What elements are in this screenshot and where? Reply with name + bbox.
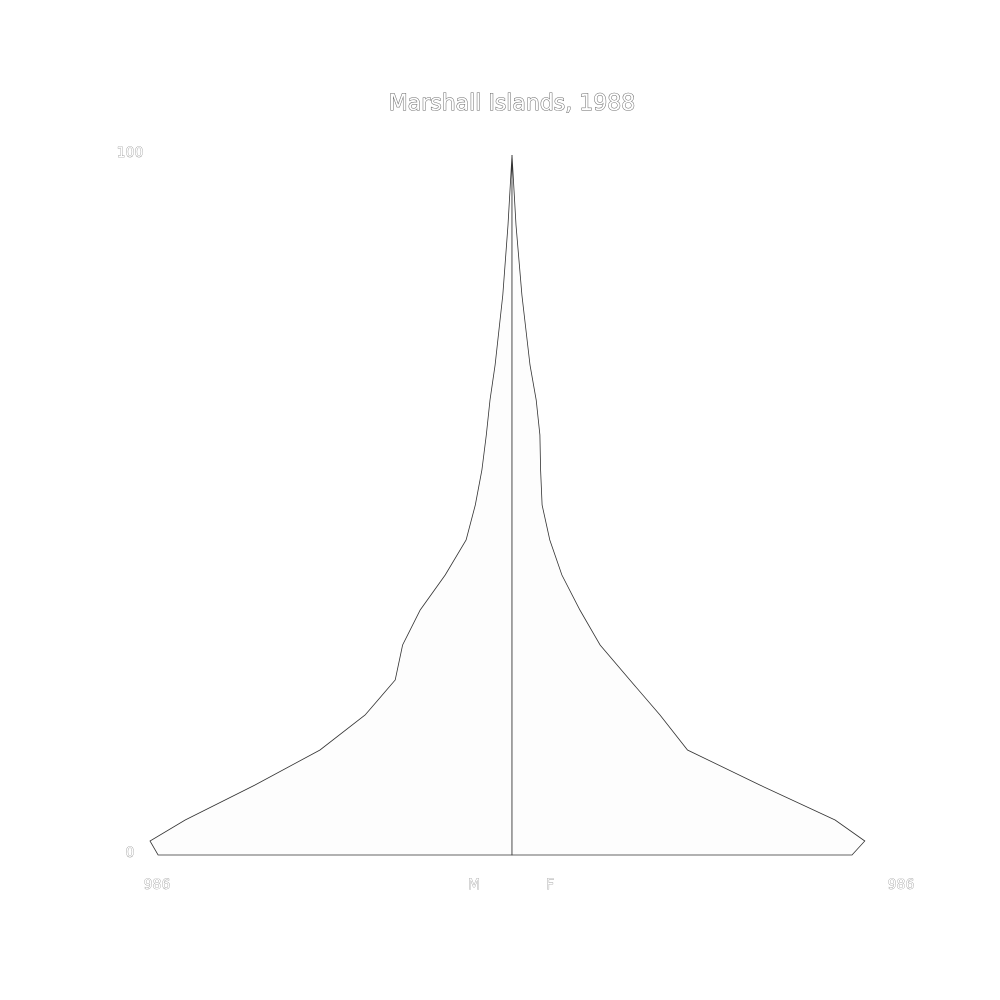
x-tick-label: 986	[888, 877, 915, 893]
legend-label: M	[468, 877, 480, 893]
legend-label: F	[546, 877, 554, 893]
y-tick-label: 100	[117, 145, 144, 161]
pyramid-side	[511, 154, 866, 856]
pyramid-side	[149, 154, 513, 856]
y-tick-label: 0	[126, 845, 135, 861]
x-tick-label: 986	[144, 877, 171, 893]
chart-title: Marshall Islands, 1988	[389, 91, 636, 116]
